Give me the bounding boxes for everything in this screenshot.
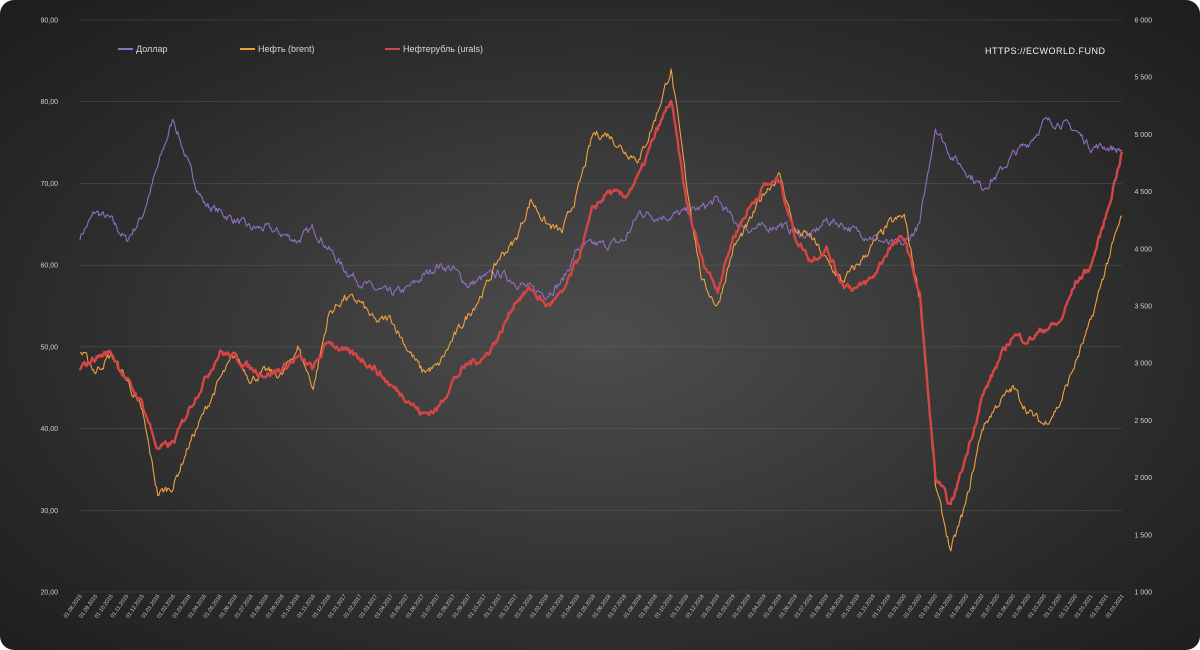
right-tick-label: 6 000 [1134,18,1152,25]
series-line-2 [79,68,1123,552]
series-line-1 [79,116,1123,301]
left-tick-label: 50,00 [40,344,58,351]
legend-label: Нефтерубль (urals) [403,44,483,54]
left-tick-label: 30,00 [40,508,58,515]
right-axis: 1 000 1 500 2 000 2 500 3 000 3 500 4 000 4 500… [1134,18,1152,597]
right-tick-label: 5 000 [1134,132,1152,139]
legend-label: Нефть (brent) [258,44,315,54]
right-tick-label: 3 000 [1134,361,1152,368]
series-line-3 [78,99,1124,505]
right-tick-label: 3 500 [1134,304,1152,311]
right-tick-label: 2 500 [1134,418,1152,425]
legend-label: Доллар [136,44,168,54]
left-tick-label: 80,00 [40,99,58,106]
gridlines [80,19,1122,593]
left-tick-label: 20,00 [40,590,58,597]
left-tick-label: 70,00 [40,181,58,188]
right-tick-label: 5 500 [1134,75,1152,82]
right-tick-label: 4 000 [1134,246,1152,253]
x-axis: 01.08.201501.09.201501.10.201501.11.2015… [63,594,1126,620]
left-axis: 20,00 30,00 40,00 50,00 60,00 70,00 80,00 90,00 [40,18,58,597]
left-tick-label: 90,00 [40,18,58,25]
legend: Доллар Нефть (brent) Нефтерубль (urals) [118,44,483,54]
right-tick-label: 1 000 [1134,590,1152,597]
right-tick-label: 2 000 [1134,475,1152,482]
series-lines [78,68,1124,552]
left-tick-label: 60,00 [40,263,58,270]
right-tick-label: 1 500 [1134,532,1152,539]
left-tick-label: 40,00 [40,426,58,433]
watermark-text: HTTPS://ECWORLD.FUND [985,46,1106,56]
right-tick-label: 4 500 [1134,189,1152,196]
